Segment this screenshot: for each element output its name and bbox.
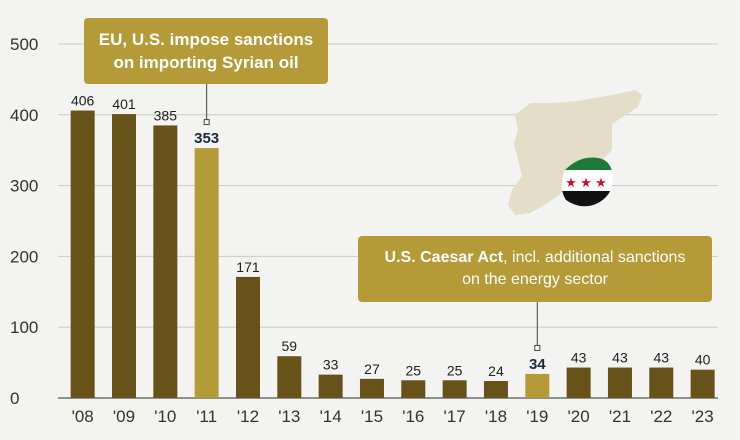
annotation-line: on importing Syrian oil bbox=[113, 53, 299, 72]
bar-16 bbox=[401, 380, 426, 398]
bar-10 bbox=[153, 125, 178, 399]
annotation-leaders bbox=[203, 84, 541, 351]
x-tick-label: '21 bbox=[609, 407, 631, 426]
x-tick-label: '09 bbox=[113, 407, 135, 426]
y-tick-label: 500 bbox=[10, 35, 38, 54]
y-tick-label: 0 bbox=[10, 389, 19, 408]
bar-12 bbox=[235, 276, 260, 398]
value-label: 43 bbox=[612, 350, 628, 366]
bar-14 bbox=[318, 374, 343, 398]
y-axis: 0 100 200 300 400 500 bbox=[10, 35, 38, 408]
x-tick-label: '14 bbox=[320, 407, 342, 426]
annotation-line: on the energy sector bbox=[462, 271, 608, 288]
bar-20 bbox=[566, 367, 591, 398]
value-label: 385 bbox=[154, 107, 178, 123]
bar-17 bbox=[442, 380, 467, 398]
x-tick-label: '16 bbox=[402, 407, 424, 426]
y-tick-label: 300 bbox=[10, 177, 38, 196]
bar-23 bbox=[690, 369, 715, 398]
bar-22 bbox=[649, 367, 674, 398]
bar-11 bbox=[194, 148, 219, 398]
bar-21 bbox=[607, 367, 632, 398]
annotation-line: EU, U.S. impose sanctions bbox=[98, 30, 314, 49]
syria-map-icon bbox=[508, 90, 642, 215]
bar-18 bbox=[483, 381, 508, 398]
x-tick-label: '12 bbox=[237, 407, 259, 426]
x-tick-label: '11 bbox=[196, 407, 217, 426]
value-label: 171 bbox=[236, 259, 260, 275]
value-label: 353 bbox=[194, 130, 219, 147]
x-tick-label: '17 bbox=[444, 407, 466, 426]
value-label: 406 bbox=[71, 93, 95, 109]
y-tick-label: 200 bbox=[10, 247, 38, 266]
value-label: 43 bbox=[571, 350, 587, 366]
value-label: 34 bbox=[529, 356, 546, 373]
bars bbox=[70, 110, 715, 399]
x-tick-label: '13 bbox=[278, 407, 300, 426]
value-label: 25 bbox=[406, 362, 422, 378]
decoration: ★ ★ ★ bbox=[508, 90, 642, 215]
annotation-callout-2019: U.S. Caesar Act, incl. additional sancti… bbox=[358, 236, 712, 302]
leader-marker bbox=[203, 119, 210, 126]
annotation-bold: U.S. Caesar Act bbox=[384, 249, 504, 266]
value-label: 25 bbox=[447, 362, 463, 378]
value-label: 43 bbox=[653, 350, 669, 366]
value-label: 59 bbox=[282, 338, 298, 354]
x-tick-label: '20 bbox=[568, 407, 590, 426]
value-label: 33 bbox=[323, 357, 339, 373]
bar-15 bbox=[359, 378, 384, 398]
bar-19 bbox=[525, 373, 550, 398]
bar-13 bbox=[277, 356, 302, 398]
svg-text:★: ★ bbox=[565, 176, 577, 191]
svg-text:★: ★ bbox=[580, 176, 592, 191]
value-label: 401 bbox=[112, 96, 136, 112]
svg-text:★: ★ bbox=[595, 176, 607, 191]
x-tick-label: '08 bbox=[72, 407, 94, 426]
value-label: 24 bbox=[488, 363, 504, 379]
value-label: 27 bbox=[364, 361, 380, 377]
y-tick-label: 400 bbox=[10, 106, 38, 125]
bar-08 bbox=[70, 110, 95, 398]
x-tick-label: '10 bbox=[154, 407, 176, 426]
leader-marker bbox=[534, 344, 541, 351]
x-tick-label: '23 bbox=[692, 407, 714, 426]
x-tick-label: '19 bbox=[526, 407, 548, 426]
bar-09 bbox=[111, 114, 136, 398]
annotation-callout-2011: EU, U.S. impose sanctions on importing S… bbox=[84, 18, 328, 84]
x-tick-label: '15 bbox=[361, 407, 383, 426]
value-labels: 406 401 385 353 171 59 33 27 25 25 24 34 43 43 43 40 bbox=[71, 93, 711, 379]
annotation-text: , incl. additional sanctions bbox=[503, 249, 686, 266]
value-label: 40 bbox=[695, 352, 711, 368]
x-tick-label: '22 bbox=[650, 407, 672, 426]
y-tick-label: 100 bbox=[10, 318, 38, 337]
x-tick-label: '18 bbox=[485, 407, 507, 426]
x-axis: '08 '09 '10 '11 '12 '13 '14 '15 '16 '17 '18 '19 '20 '… bbox=[72, 407, 714, 426]
